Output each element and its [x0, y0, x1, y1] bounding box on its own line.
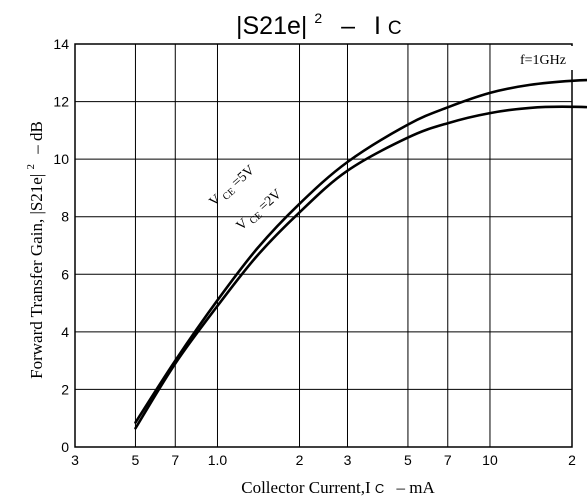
series-line-vce-5v: [134, 78, 587, 424]
series-lines: [134, 78, 587, 430]
y-tick-label: 14: [53, 36, 69, 52]
x-tick-label: 5: [404, 452, 412, 468]
x-tick-label: 2: [296, 452, 304, 468]
y-tick-label: 2: [61, 381, 69, 397]
series-label-vce5v: V CE =5V: [207, 163, 260, 212]
annotation-bg: [517, 46, 573, 70]
y-tick-label: 0: [61, 439, 69, 455]
series-label-vce2v: V CE =2V: [234, 187, 287, 236]
chart-title: |S21e| 2 – I C: [236, 1, 402, 40]
grid: [75, 44, 572, 447]
frequency-annotation: f=1GHz: [520, 53, 566, 68]
y-tick-label: 12: [53, 94, 69, 110]
x-tick-label: 10: [482, 452, 498, 468]
series-line-vce-2v: [134, 105, 587, 430]
x-tick-label: 3: [344, 452, 352, 468]
x-tick-label: 2: [568, 452, 576, 468]
y-tick-label: 8: [61, 209, 69, 225]
plot-frame: [74, 43, 573, 448]
x-tick-label: 7: [171, 452, 179, 468]
x-tick-label: 7: [444, 452, 452, 468]
x-tick-label: 1.0: [208, 452, 228, 468]
x-tick-labels: 3 5 7 1.0 2 3 5 7 10 2: [71, 452, 576, 468]
x-tick-label: 5: [132, 452, 140, 468]
x-axis-label: Collector Current,I C – mA: [241, 478, 435, 497]
y-tick-label: 6: [61, 266, 69, 282]
x-tick-label: 3: [71, 452, 79, 468]
y-axis-label: Forward Transfer Gain, |S21e| 2 – dB: [19, 121, 46, 379]
y-tick-label: 4: [61, 324, 69, 340]
y-tick-label: 10: [53, 151, 69, 167]
y-tick-labels: 0 2 4 6 8 10 12 14: [53, 36, 69, 455]
